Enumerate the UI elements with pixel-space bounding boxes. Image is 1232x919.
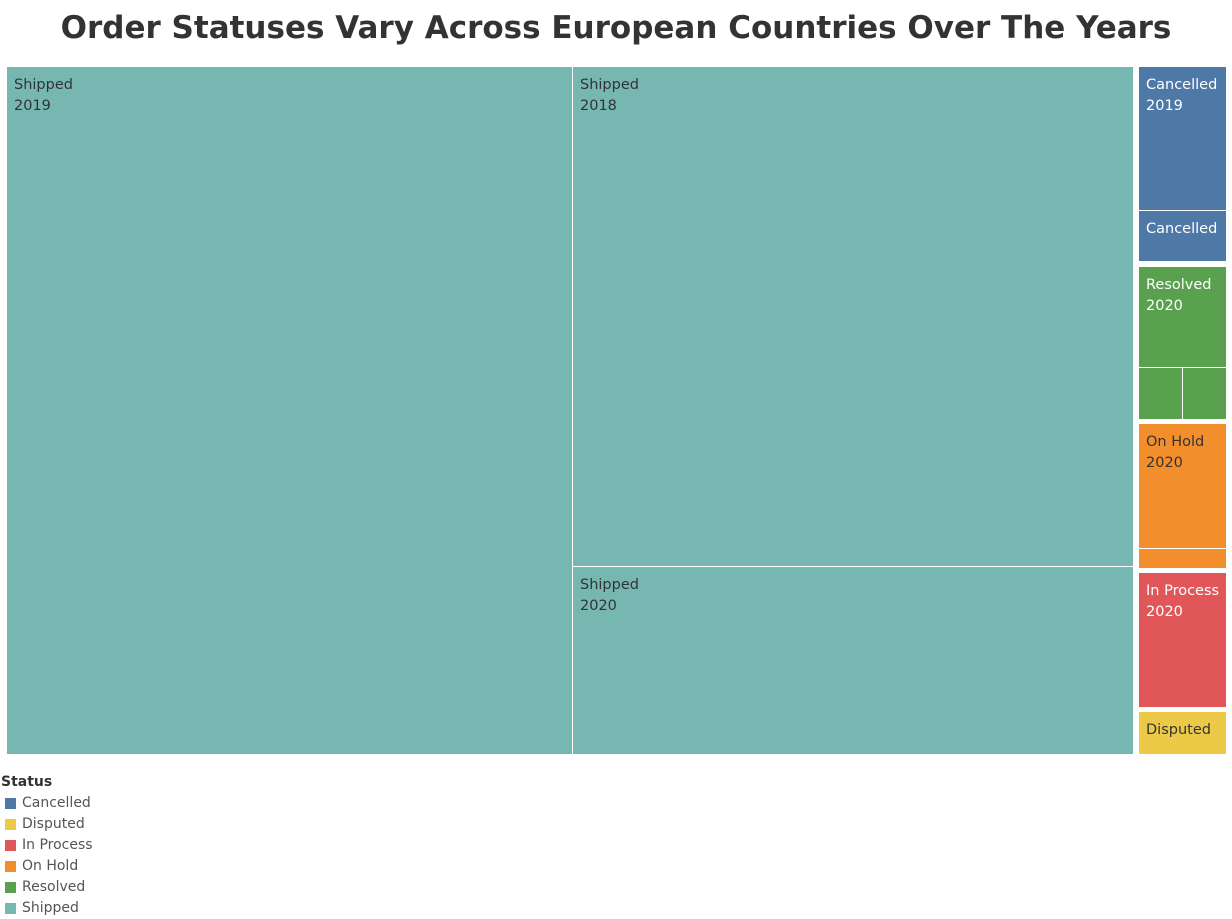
tile-status-label: On Hold bbox=[1146, 434, 1205, 450]
legend-item-resolved[interactable]: Resolved bbox=[0, 877, 200, 898]
treemap-tile-on-hold[interactable] bbox=[1139, 549, 1226, 568]
tile-label: Shipped 2020 bbox=[580, 575, 639, 617]
legend-item-shipped[interactable]: Shipped bbox=[0, 898, 200, 919]
tile-label: In Process 2020 bbox=[1146, 581, 1219, 623]
legend-label: Disputed bbox=[22, 816, 85, 832]
legend-title: Status bbox=[1, 774, 53, 790]
tile-year-label: 2018 bbox=[580, 98, 617, 114]
tile-status-label: Cancelled bbox=[1146, 221, 1218, 237]
legend-item-on-hold[interactable]: On Hold bbox=[0, 856, 200, 877]
legend-swatch bbox=[5, 798, 16, 809]
legend: Status Cancelled Disputed In Process On Hol… bbox=[0, 772, 200, 919]
treemap-tile-resolved-2020[interactable]: Resolved 2020 bbox=[1139, 267, 1226, 367]
treemap-tile-shipped-2018[interactable]: Shipped 2018 bbox=[573, 67, 1133, 566]
tile-label: Shipped 2019 bbox=[14, 75, 73, 117]
tile-label: On Hold 2020 bbox=[1146, 432, 1204, 474]
legend-item-cancelled[interactable]: Cancelled bbox=[0, 793, 200, 814]
legend-item-disputed[interactable]: Disputed bbox=[0, 814, 200, 835]
tile-status-label: In Process bbox=[1146, 583, 1220, 599]
legend-label: Resolved bbox=[22, 879, 86, 895]
tile-status-label: Shipped bbox=[580, 577, 639, 593]
tile-label: Resolved 2020 bbox=[1146, 275, 1212, 317]
tile-label: Cancelled 2019 bbox=[1146, 75, 1217, 117]
tile-label: Cancelled bbox=[1146, 219, 1217, 240]
legend-item-in-process[interactable]: In Process bbox=[0, 835, 200, 856]
legend-swatch bbox=[5, 903, 16, 914]
tile-label: Disputed bbox=[1146, 720, 1211, 741]
tile-year-label: 2020 bbox=[580, 598, 617, 614]
tile-year-label: 2019 bbox=[1146, 98, 1183, 114]
tile-status-label: Shipped bbox=[580, 77, 639, 93]
tile-year-label: 2020 bbox=[1146, 298, 1183, 314]
legend-label: In Process bbox=[22, 837, 93, 853]
legend-swatch bbox=[5, 819, 16, 830]
chart-title: Order Statuses Vary Across European Coun… bbox=[60, 10, 1172, 46]
tile-status-label: Shipped bbox=[14, 77, 73, 93]
legend-swatch bbox=[5, 882, 16, 893]
treemap-tile-resolved[interactable] bbox=[1183, 368, 1226, 419]
legend-swatch bbox=[5, 861, 16, 872]
legend-label: Cancelled bbox=[22, 795, 91, 811]
legend-swatch bbox=[5, 840, 16, 851]
treemap-tile-disputed[interactable]: Disputed bbox=[1139, 712, 1226, 754]
tile-status-label: Cancelled bbox=[1146, 77, 1218, 93]
treemap-tile-cancelled[interactable]: Cancelled bbox=[1139, 211, 1226, 261]
tile-year-label: 2019 bbox=[14, 98, 51, 114]
tile-status-label: Resolved bbox=[1146, 277, 1212, 293]
treemap-tile-cancelled-2019[interactable]: Cancelled 2019 bbox=[1139, 67, 1226, 210]
treemap-tile-on-hold-2020[interactable]: On Hold 2020 bbox=[1139, 424, 1226, 548]
legend-label: On Hold bbox=[22, 858, 79, 874]
treemap-tile-shipped-2019[interactable]: Shipped 2019 bbox=[7, 67, 572, 754]
treemap-tile-in-process-2020[interactable]: In Process 2020 bbox=[1139, 573, 1226, 707]
legend-label: Shipped bbox=[22, 900, 79, 916]
tile-label: Shipped 2018 bbox=[580, 75, 639, 117]
treemap-tile-resolved[interactable] bbox=[1139, 368, 1182, 419]
tile-year-label: 2020 bbox=[1146, 604, 1183, 620]
tile-status-label: Disputed bbox=[1146, 722, 1211, 738]
treemap-tile-shipped-2020[interactable]: Shipped 2020 bbox=[573, 567, 1133, 754]
tile-year-label: 2020 bbox=[1146, 455, 1183, 471]
